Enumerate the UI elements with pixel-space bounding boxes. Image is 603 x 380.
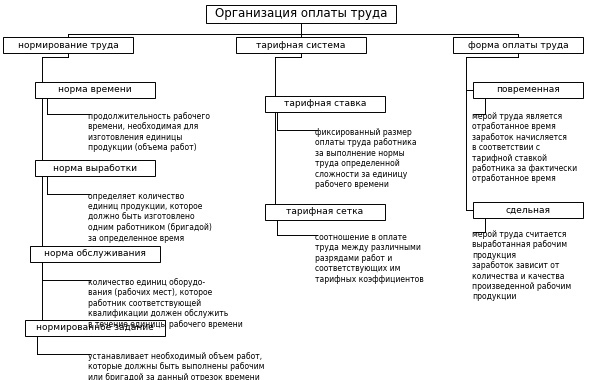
Text: нормированное задание: нормированное задание <box>36 323 154 332</box>
FancyBboxPatch shape <box>473 202 583 218</box>
Text: устанавливает необходимый объем работ,
которые должны быть выполнены рабочим
или: устанавливает необходимый объем работ, к… <box>88 352 265 380</box>
FancyBboxPatch shape <box>30 246 160 262</box>
Text: определяет количество
единиц продукции, которое
должно быть изготовлено
одним ра: определяет количество единиц продукции, … <box>88 192 212 242</box>
Text: нормирование труда: нормирование труда <box>17 41 118 49</box>
Text: норма выработки: норма выработки <box>53 163 137 173</box>
FancyBboxPatch shape <box>473 82 583 98</box>
Text: сдельная: сдельная <box>505 206 551 214</box>
FancyBboxPatch shape <box>35 82 155 98</box>
Text: количество единиц оборудо-
вания (рабочих мест), которое
работник соответствующе: количество единиц оборудо- вания (рабочи… <box>88 278 243 329</box>
Text: тарифная система: тарифная система <box>256 41 346 49</box>
Text: норма времени: норма времени <box>58 86 132 95</box>
FancyBboxPatch shape <box>206 5 396 23</box>
Text: повременная: повременная <box>496 86 560 95</box>
Text: продолжительность рабочего
времени, необходимая для
изготовления единицы
продукц: продолжительность рабочего времени, необ… <box>88 112 210 152</box>
Text: мерой труда является
отработанное время
заработок начисляется
в соответствии с
т: мерой труда является отработанное время … <box>472 112 577 184</box>
Text: Организация оплаты труда: Организация оплаты труда <box>215 8 387 21</box>
FancyBboxPatch shape <box>35 160 155 176</box>
Text: форма оплаты труда: форма оплаты труда <box>468 41 568 49</box>
FancyBboxPatch shape <box>3 37 133 53</box>
Text: тарифная ставка: тарифная ставка <box>284 100 366 109</box>
FancyBboxPatch shape <box>453 37 583 53</box>
Text: тарифная сетка: тарифная сетка <box>286 207 364 217</box>
FancyBboxPatch shape <box>25 320 165 336</box>
FancyBboxPatch shape <box>265 204 385 220</box>
FancyBboxPatch shape <box>236 37 366 53</box>
FancyBboxPatch shape <box>265 96 385 112</box>
Text: мерой труда считается
выработанная рабочим
продукция
заработок зависит от
количе: мерой труда считается выработанная рабоч… <box>472 230 571 301</box>
Text: норма обслуживания: норма обслуживания <box>44 250 146 258</box>
Text: фиксированный размер
оплаты труда работника
за выполнение нормы
труда определенн: фиксированный размер оплаты труда работн… <box>315 128 417 189</box>
Text: соотношение в оплате
труда между различными
разрядами работ и
соответствующих им: соотношение в оплате труда между различн… <box>315 233 424 283</box>
